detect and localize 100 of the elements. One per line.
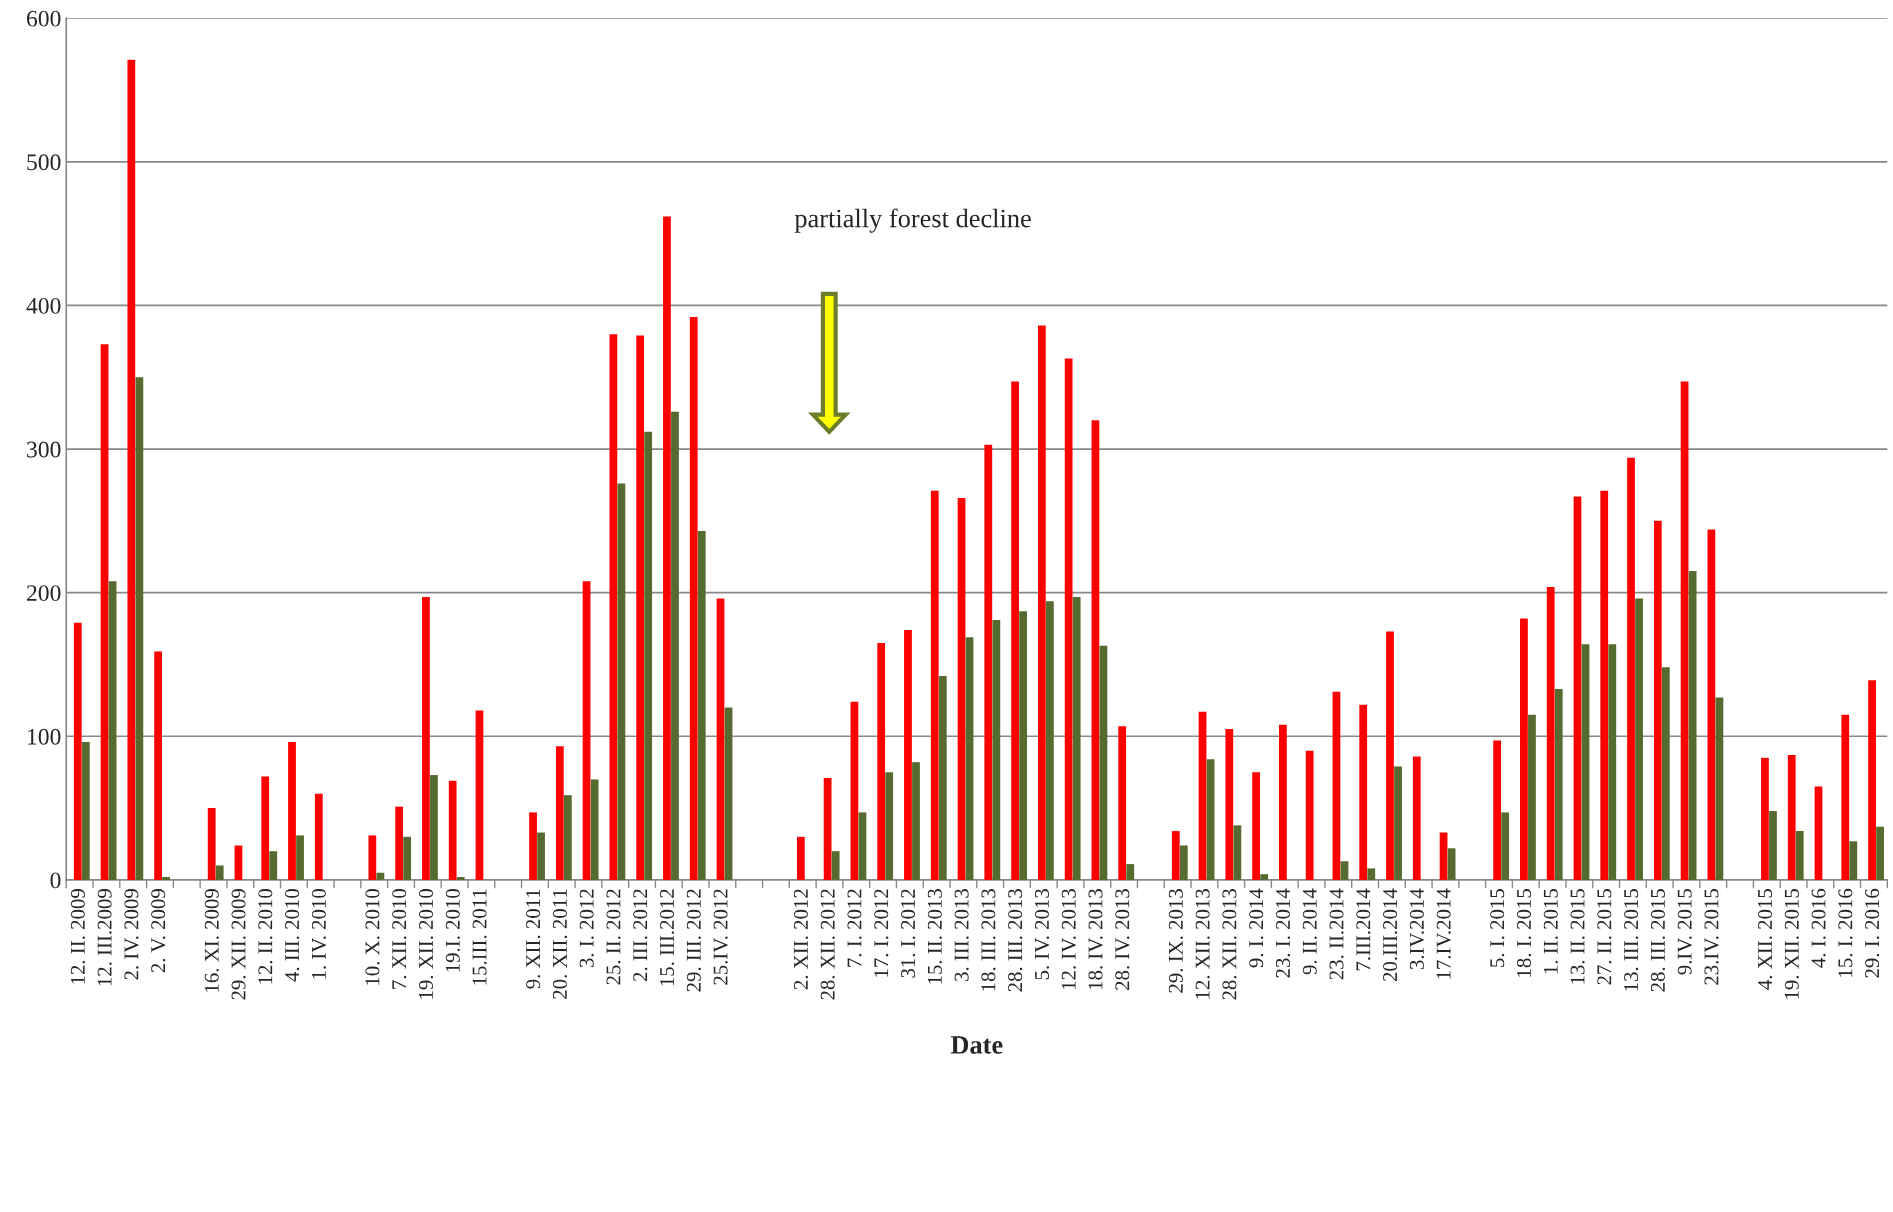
bar: [563, 795, 572, 880]
bar: [154, 651, 162, 880]
bar: [314, 793, 323, 880]
bar: [1795, 831, 1804, 880]
bar: [1171, 831, 1180, 880]
bar: [644, 431, 653, 880]
bar: [1412, 756, 1421, 880]
x-tick-label: 7. XII. 2010: [392, 889, 407, 989]
bar: [1394, 766, 1402, 880]
y-tick-label: 400: [26, 297, 61, 314]
bar: [1600, 490, 1609, 880]
x-tick-label: 28. XII. 2013: [1222, 889, 1237, 1000]
x-tick-label: 27. II. 2015: [1597, 889, 1612, 985]
bar: [395, 806, 404, 880]
x-tick-label: 28. III. 2013: [1008, 889, 1023, 992]
bar: [1233, 825, 1242, 880]
bar: [938, 675, 947, 880]
bar: [689, 316, 698, 880]
bar: [1581, 644, 1590, 880]
bar: [296, 835, 304, 880]
bar: [636, 335, 645, 880]
bar: [885, 772, 894, 880]
x-tick-label: 18. III. 2013: [981, 889, 996, 991]
x-tick-label: 12. II. 2010: [258, 889, 273, 984]
bar: [1091, 420, 1100, 880]
bar: [957, 497, 966, 880]
x-tick-label: 18. I. 2015: [1516, 889, 1532, 977]
bar: [984, 444, 993, 880]
x-tick-label: 3. III. 2013: [954, 889, 969, 981]
x-tick-label: 31. I. 2012: [900, 889, 916, 978]
x-tick-label: 15.III. 2011: [472, 889, 487, 985]
x-tick-label: 25. II. 2012: [606, 889, 621, 985]
bar: [1635, 598, 1643, 880]
bar: [1715, 697, 1724, 880]
bar: [965, 637, 974, 880]
bar: [912, 762, 920, 880]
y-tick-label: 200: [27, 585, 61, 602]
bar: [529, 812, 537, 880]
bar: [1653, 520, 1662, 880]
x-tick-label: 28. XII. 2012: [820, 889, 835, 1000]
x-tick-label: 12. XII. 2013: [1195, 889, 1210, 999]
x-tick-label: 4. XII. 2015: [1757, 889, 1773, 990]
bar: [1573, 496, 1582, 880]
x-tick-label: 29. I. 2016: [1865, 888, 1880, 978]
x-tick-label: 5. I. 2015: [1490, 889, 1505, 967]
x-tick-label: 4. I. 2016: [1811, 888, 1826, 968]
x-tick-label: 17. I. 2012: [874, 889, 889, 977]
bar: [430, 775, 438, 880]
bar: [448, 780, 457, 880]
x-tick-label: 15. I. 2016: [1838, 888, 1853, 977]
x-tick-label: 29. XII. 2009: [231, 889, 246, 1000]
bar: [1179, 845, 1188, 880]
bar: [162, 877, 171, 880]
bar: [1046, 601, 1054, 880]
x-tick-label: 3.IV.2014: [1409, 888, 1424, 970]
bar: [1011, 381, 1019, 880]
bar: [590, 779, 599, 880]
bar: [1386, 631, 1394, 880]
x-tick-label: 23. II.2014: [1329, 888, 1344, 980]
x-tick-label: 13. III. 2015: [1624, 889, 1639, 991]
bar: [234, 845, 243, 880]
bar: [992, 619, 1001, 880]
x-tick-label: 17.IV.2014: [1436, 888, 1451, 979]
bar: [823, 777, 832, 880]
bar: [1769, 810, 1777, 880]
bar: [368, 835, 377, 880]
bar: [1876, 826, 1884, 880]
x-tick-label: 13. II. 2015: [1570, 889, 1585, 984]
bar: [716, 598, 725, 880]
bar: [1447, 848, 1456, 880]
x-tick-label: 9. II. 2014: [1302, 888, 1317, 975]
bar: [663, 216, 671, 880]
x-axis-title: Date: [950, 1036, 1003, 1054]
x-tick-label: 29. IX. 2013: [1168, 889, 1183, 993]
x-tick-label: 12. II. 2009: [70, 889, 85, 984]
bar: [1814, 786, 1823, 880]
bar: [796, 836, 805, 880]
x-tick-label: 5. IV. 2013: [1034, 889, 1050, 980]
x-tick-label: 28. III. 2015: [1650, 889, 1665, 992]
x-tick-label: 2. V. 2009: [151, 889, 166, 973]
bar: [1501, 812, 1510, 880]
x-tick-label: 1. IV. 2010: [311, 889, 326, 979]
bar: [81, 742, 90, 880]
bar: [1019, 611, 1027, 880]
bar: [269, 851, 278, 880]
bar: [617, 483, 626, 880]
bar: [1305, 750, 1314, 880]
bar: [555, 746, 564, 880]
bar: [261, 776, 270, 880]
bar: [1279, 724, 1287, 880]
bar: [1528, 714, 1536, 880]
x-tick-label: 10. X. 2010: [365, 889, 380, 985]
bar: [135, 377, 144, 880]
bar: [1787, 754, 1796, 880]
x-tick-label: 25.IV. 2012: [713, 889, 728, 985]
bar: [1367, 868, 1376, 880]
bar: [1340, 861, 1349, 880]
x-tick-label: 19. XII. 2015: [1784, 889, 1799, 999]
bar: [1260, 874, 1269, 880]
bar: [1849, 841, 1858, 880]
